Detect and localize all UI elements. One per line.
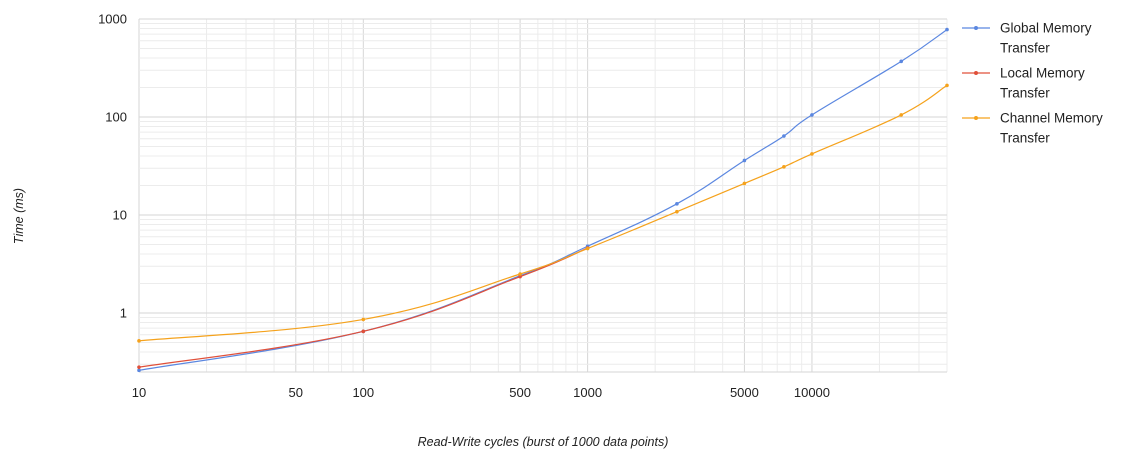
legend-label: Local Memory	[1000, 66, 1085, 81]
legend-swatch-marker	[974, 71, 978, 75]
data-point-global-memory-transfer	[810, 113, 814, 117]
y-tick-label: 10	[113, 207, 127, 222]
data-point-channel-memory-transfer	[899, 113, 904, 117]
x-tick-label: 10	[132, 385, 146, 400]
data-point-channel-memory-transfer	[518, 272, 522, 276]
legend-label: Transfer	[1000, 41, 1050, 56]
x-tick-label: 100	[352, 385, 374, 400]
legend-label: Channel Memory	[1000, 111, 1103, 126]
data-point-channel-memory-transfer	[675, 209, 679, 214]
x-tick-label: 5000	[730, 385, 759, 400]
data-point-channel-memory-transfer	[585, 246, 590, 251]
legend-swatch-marker	[974, 116, 978, 120]
legend: Global Memory Transfer Local Memory Transfe…	[962, 21, 1103, 146]
data-point-channel-memory-transfer	[137, 339, 141, 343]
y-tick-label: 100	[105, 109, 127, 124]
series-layer	[137, 27, 949, 373]
data-point-channel-memory-transfer	[810, 152, 814, 156]
legend-entry-global-memory-transfer: Global Memory Transfer	[962, 21, 1092, 56]
series-line-local-memory-transfer	[138, 247, 588, 368]
x-tick-labels: 10 50 100 500 1000 5000 10000	[132, 385, 830, 400]
grid	[138, 18, 948, 373]
legend-label: Transfer	[1000, 131, 1050, 146]
series-global-memory-transfer	[137, 27, 949, 373]
data-point-local-memory-transfer	[361, 329, 366, 334]
data-point-channel-memory-transfer	[361, 317, 366, 322]
legend-label: Global Memory	[1000, 21, 1092, 36]
data-point-global-memory-transfer	[742, 158, 747, 163]
y-tick-labels: 1 10 100 1000	[98, 12, 127, 321]
y-tick-label: 1	[120, 305, 127, 320]
data-point-global-memory-transfer	[137, 368, 141, 373]
y-tick-label: 1000	[98, 12, 127, 27]
series-line-channel-memory-transfer	[138, 84, 948, 342]
data-point-channel-memory-transfer	[945, 83, 949, 88]
data-point-channel-memory-transfer	[742, 181, 747, 186]
x-axis-title: Read-Write cycles (burst of 1000 data po…	[418, 435, 669, 449]
series-line-global-memory-transfer	[138, 29, 948, 371]
x-tick-label: 500	[509, 385, 531, 400]
legend-entry-channel-memory-transfer: Channel Memory Transfer	[962, 111, 1103, 146]
legend-entry-local-memory-transfer: Local Memory Transfer	[962, 66, 1085, 101]
data-point-global-memory-transfer	[782, 134, 786, 138]
data-point-local-memory-transfer	[137, 365, 141, 369]
data-point-global-memory-transfer	[675, 202, 679, 206]
data-point-local-memory-transfer	[518, 274, 522, 279]
data-point-channel-memory-transfer	[782, 165, 786, 169]
data-point-global-memory-transfer	[945, 27, 949, 32]
legend-swatch-marker	[974, 26, 978, 30]
y-axis-title: Time (ms)	[12, 188, 26, 244]
x-tick-label: 50	[289, 385, 303, 400]
data-point-global-memory-transfer	[899, 59, 904, 64]
legend-label: Transfer	[1000, 86, 1050, 101]
series-channel-memory-transfer	[137, 83, 949, 343]
x-tick-label: 10000	[794, 385, 830, 400]
x-tick-label: 1000	[573, 385, 602, 400]
